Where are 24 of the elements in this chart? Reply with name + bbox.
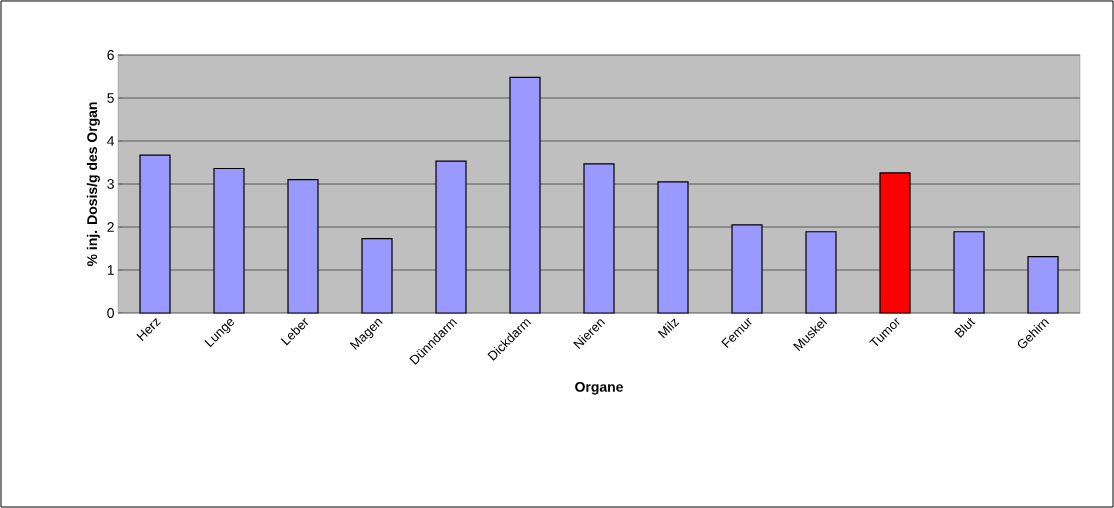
- bar: [657, 181, 689, 314]
- x-tick-label: Blut: [954, 317, 976, 338]
- bar: [731, 224, 763, 314]
- bar: [139, 154, 171, 314]
- bar: [361, 238, 393, 314]
- bar: [287, 179, 319, 314]
- bar: [213, 167, 245, 314]
- y-tick-label: 1: [107, 265, 114, 275]
- x-axis-title: Organe: [575, 381, 623, 395]
- y-axis-title: % inj. Dosis/g des Organ: [86, 102, 100, 267]
- bar: [879, 172, 911, 314]
- bar: [805, 231, 837, 314]
- bar: [953, 231, 985, 314]
- y-tick-label: 4: [107, 136, 115, 146]
- bar: [583, 163, 615, 314]
- y-tick-label: 5: [107, 93, 114, 103]
- bar: [435, 160, 467, 314]
- y-tick-label: 6: [107, 50, 114, 60]
- bar: [509, 76, 541, 314]
- y-tick-label: 0: [107, 308, 114, 318]
- bar: [1027, 256, 1059, 314]
- x-tick-label: Milz: [657, 318, 680, 339]
- y-tick-label: 3: [107, 179, 114, 189]
- y-tick-label: 2: [107, 222, 114, 232]
